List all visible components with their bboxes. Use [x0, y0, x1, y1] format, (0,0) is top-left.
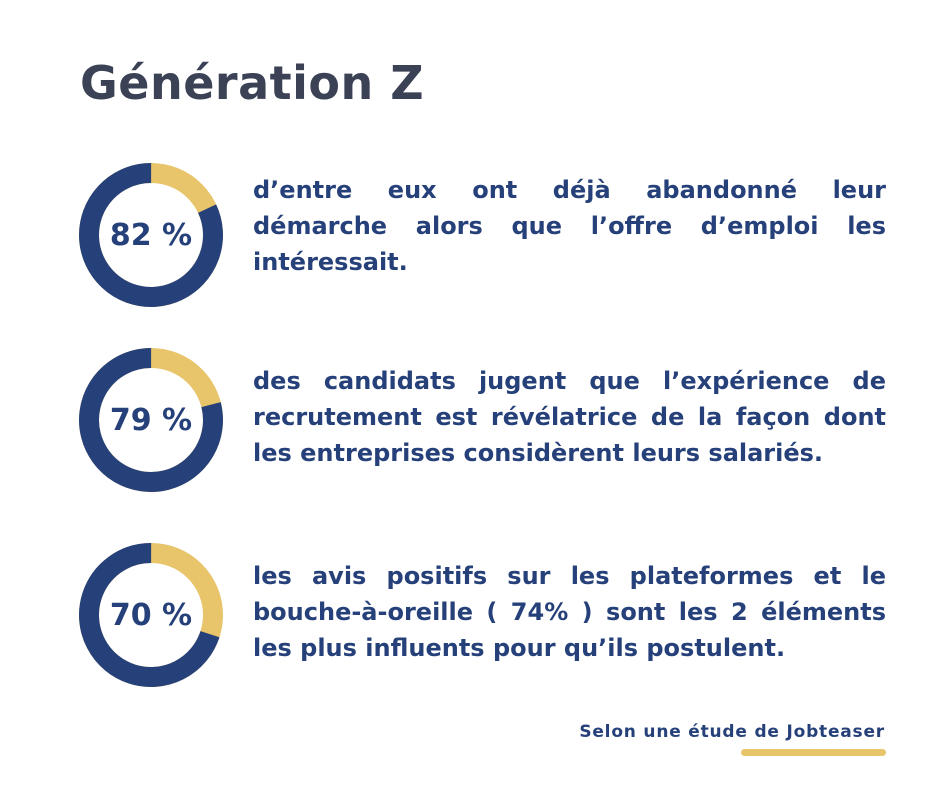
- donut-chart: 79 %: [76, 345, 226, 495]
- donut-svg: [79, 543, 223, 687]
- donut-chart: 82 %: [76, 160, 226, 310]
- donut-value-arc: [79, 543, 223, 687]
- stat-description: des candidats jugent que l’expérience de…: [253, 367, 886, 467]
- source-underline: [741, 749, 886, 756]
- donut-chart: 70 %: [76, 540, 226, 690]
- stat-description: les avis positifs sur les plateformes et…: [253, 562, 886, 662]
- donut-svg: [79, 163, 223, 307]
- page-title: Génération Z: [80, 56, 425, 110]
- percentage-label: 79 %: [109, 402, 193, 438]
- donut-svg: [79, 348, 223, 492]
- donut-value-arc: [79, 348, 223, 492]
- stat-item: 82 % d’entre eux ont déjà abandonné leur…: [0, 160, 940, 310]
- stat-item: 70 % les avis positifs sur les plateform…: [0, 540, 940, 690]
- source-note: Selon une étude de Jobteaser: [579, 722, 885, 742]
- percentage-label: 82 %: [109, 217, 193, 253]
- stat-description: d’entre eux ont déjà abandonné leur déma…: [253, 176, 886, 276]
- stat-item: 79 % des candidats jugent que l’expérien…: [0, 345, 940, 495]
- percentage-label: 70 %: [109, 597, 193, 633]
- donut-value-arc: [79, 163, 223, 307]
